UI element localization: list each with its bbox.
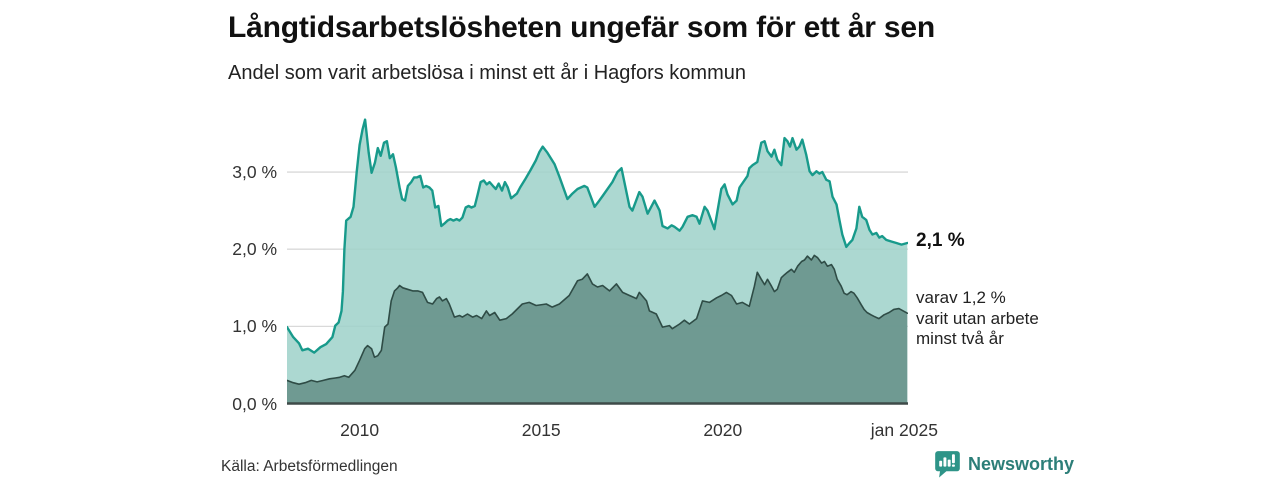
line-minst-ett-ar: [287, 118, 908, 354]
page-title: Långtidsarbetslösheten ungefär som för e…: [228, 11, 936, 44]
series-end-note: varav 1,2 % varit utan arbete minst två …: [916, 288, 1039, 350]
source-attribution: Källa: Arbetsförmedlingen: [221, 458, 398, 475]
series-end-note-line: varav 1,2 %: [916, 288, 1006, 307]
brand-logo: Newsworthy: [934, 450, 1074, 478]
y-tick-label: 2,0 %: [232, 239, 277, 260]
y-axis: 3,0 % 2,0 % 1,0 % 0,0 %: [170, 0, 277, 480]
y-tick-label: 1,0 %: [232, 316, 277, 337]
x-tick-label: 2020: [703, 420, 743, 440]
series-end-value-label: 2,1 %: [916, 230, 965, 251]
series-end-note-line: minst två år: [916, 329, 1004, 348]
series-end-note-line: varit utan arbete: [916, 308, 1039, 328]
chart-subtitle: Andel som varit arbetslösa i minst ett å…: [228, 62, 746, 84]
x-tick-label: 2015: [521, 420, 561, 440]
area-minst-tva-ar: [287, 255, 908, 404]
x-tick-label: jan 2025: [870, 420, 938, 440]
y-tick-label: 3,0 %: [232, 162, 277, 183]
x-axis: 2010 2015 2020 jan 2025: [287, 420, 967, 444]
newsworthy-icon: [935, 451, 960, 478]
y-tick-label: 0,0 %: [232, 393, 277, 414]
brand-name: Newsworthy: [968, 453, 1075, 474]
line-minst-tva-ar: [287, 254, 908, 385]
x-tick-label: 2010: [340, 420, 380, 440]
area-chart: [287, 118, 908, 405]
